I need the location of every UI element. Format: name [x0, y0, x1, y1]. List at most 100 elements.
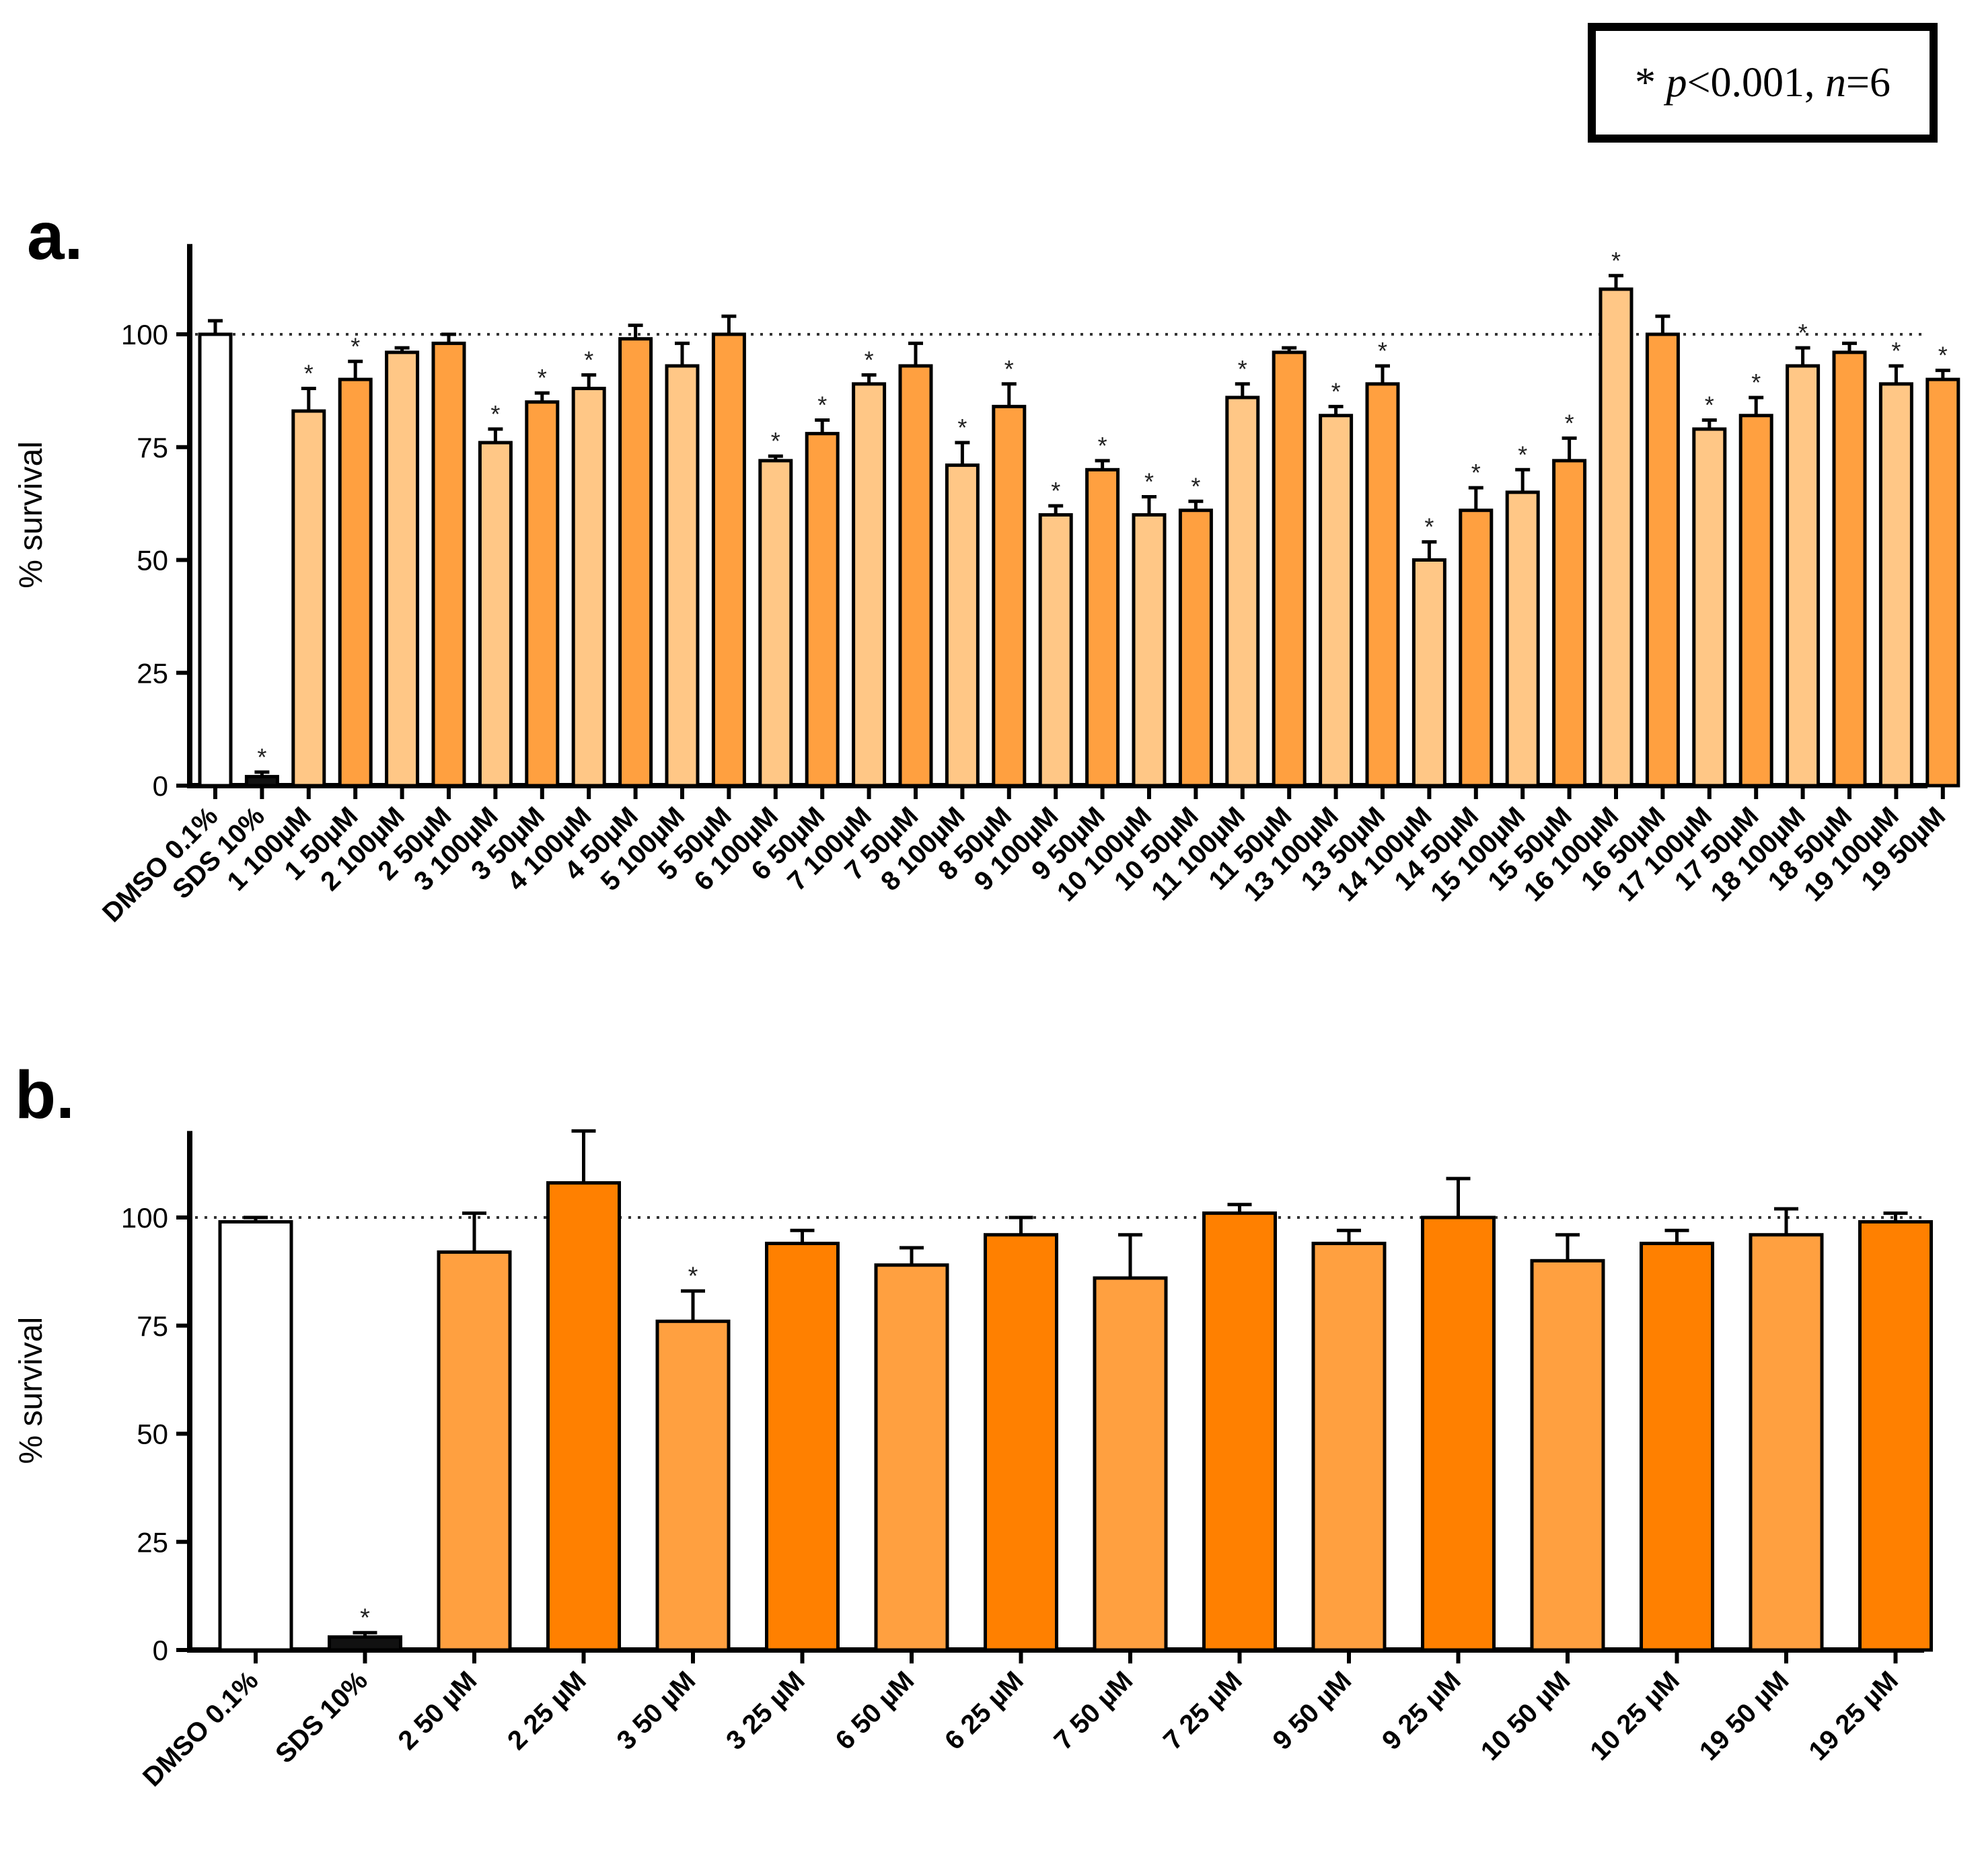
x-tick-label: 7 50 µM — [1048, 1665, 1138, 1756]
bar — [1365, 382, 1400, 788]
significance-star: * — [1751, 369, 1761, 396]
x-tick-label: 6 25 µM — [939, 1665, 1029, 1756]
bar — [431, 341, 466, 788]
bar — [1319, 414, 1354, 788]
bar — [805, 432, 840, 788]
bar — [1552, 459, 1587, 788]
bar — [992, 404, 1027, 788]
significance-star: * — [865, 346, 874, 373]
significance-star: * — [1705, 391, 1714, 418]
bar — [874, 1263, 949, 1652]
significance-star: * — [538, 364, 547, 391]
significance-star: * — [1565, 409, 1574, 437]
bar — [711, 332, 746, 788]
y-tick-label: 50 — [137, 545, 168, 576]
legend-star: * — [1635, 59, 1656, 106]
bar — [618, 337, 653, 788]
bar — [984, 1233, 1058, 1652]
y-tick-label: 50 — [137, 1419, 168, 1450]
bar — [1225, 396, 1260, 788]
significance-legend: * p <0.001, n =6 — [1588, 23, 1938, 143]
y-tick-label: 0 — [153, 770, 168, 802]
y-tick-label: 75 — [137, 1310, 168, 1342]
bar — [1640, 1242, 1714, 1652]
x-tick-label: 3 25 µM — [721, 1665, 811, 1756]
bar — [546, 1181, 621, 1652]
bar — [1832, 350, 1867, 788]
significance-star: * — [351, 332, 360, 360]
bar — [1459, 509, 1494, 788]
legend-p-value: <0.001, — [1687, 59, 1815, 106]
y-tick-label: 0 — [153, 1635, 168, 1666]
bar — [1311, 1242, 1387, 1652]
significance-star: * — [1611, 247, 1621, 274]
bar — [1505, 490, 1540, 788]
y-tick-label: 75 — [137, 432, 168, 463]
bar — [1272, 350, 1307, 788]
bar — [655, 1319, 731, 1652]
significance-star: * — [1191, 472, 1200, 500]
y-axis-title: % survival — [13, 1317, 49, 1464]
x-tick-label: 10 50 µM — [1475, 1665, 1576, 1766]
legend-n-value: =6 — [1846, 59, 1891, 106]
bar — [571, 387, 606, 788]
significance-star: * — [257, 743, 266, 771]
x-tick-label: 2 50 µM — [392, 1665, 482, 1756]
significance-star: * — [817, 391, 827, 418]
x-tick-label: DMSO 0.1% — [137, 1665, 264, 1792]
bar — [1786, 364, 1821, 788]
significance-star: * — [584, 346, 593, 373]
bar — [1878, 382, 1913, 788]
bar — [218, 1220, 293, 1652]
bar — [665, 364, 700, 788]
bar — [1178, 509, 1213, 788]
panel-label: b. — [15, 1057, 75, 1133]
significance-star: * — [1471, 459, 1481, 486]
bar — [1132, 513, 1167, 788]
bar — [385, 350, 420, 788]
significance-star: * — [1518, 441, 1527, 468]
x-tick-label: 9 25 µM — [1377, 1665, 1467, 1756]
bar — [758, 459, 793, 788]
bar — [1411, 558, 1446, 788]
significance-star: * — [1051, 477, 1060, 504]
panel-b-chart: b. 0 25 50 75 100 % survival DMSO 0.1% * SDS 10% 2… — [13, 1057, 1933, 1793]
x-tick-label: 3 50 µM — [611, 1665, 701, 1756]
significance-star: * — [688, 1262, 698, 1290]
bar — [945, 463, 980, 788]
significance-star: * — [771, 427, 780, 455]
y-tick-label: 25 — [137, 1526, 168, 1558]
y-tick-label: 100 — [121, 319, 168, 350]
significance-star: * — [1938, 342, 1948, 369]
x-tick-label: SDS 10% — [270, 1665, 373, 1769]
bar — [765, 1242, 840, 1652]
bar — [1738, 414, 1773, 788]
bar — [244, 775, 279, 788]
x-tick-label: 7 25 µM — [1158, 1665, 1248, 1756]
bar — [1421, 1215, 1496, 1652]
y-tick-label: 100 — [121, 1202, 168, 1234]
x-tick-label: 6 50 µM — [830, 1665, 920, 1756]
y-axis-title: % survival — [13, 441, 49, 589]
bar — [1085, 467, 1120, 788]
significance-star: * — [1798, 319, 1808, 346]
bar — [852, 382, 887, 788]
bar — [338, 377, 373, 788]
significance-star: * — [1238, 355, 1247, 383]
significance-star: * — [304, 360, 314, 387]
bar — [898, 364, 933, 788]
significance-star: * — [1004, 355, 1014, 383]
significance-star: * — [1424, 513, 1434, 541]
bar — [1645, 332, 1680, 788]
significance-star: * — [957, 414, 967, 441]
bar — [1749, 1233, 1824, 1652]
bar — [198, 332, 233, 788]
bar — [1093, 1276, 1168, 1652]
x-tick-label: 19 50 µM — [1694, 1665, 1795, 1766]
bar — [1925, 377, 1960, 788]
bar — [1692, 427, 1727, 788]
bar — [1858, 1220, 1933, 1652]
bar — [525, 400, 560, 788]
